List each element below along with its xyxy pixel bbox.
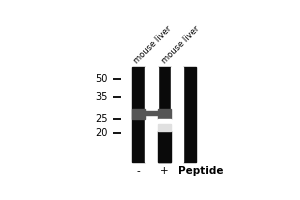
Bar [132,109,145,119]
Text: mouse liver: mouse liver [132,24,174,66]
Text: 20: 20 [95,128,107,138]
Bar [145,111,158,115]
Text: Peptide: Peptide [178,166,224,176]
Text: 25: 25 [95,114,107,124]
Bar [158,119,171,124]
Text: +: + [160,166,169,176]
Text: mouse liver: mouse liver [160,24,202,66]
Bar [132,67,145,162]
Bar [158,109,171,119]
Bar [158,131,171,162]
Bar [145,67,158,162]
Text: 50: 50 [95,74,107,84]
Bar [158,124,171,131]
Bar [158,67,171,162]
Bar [171,67,183,162]
Bar [183,67,196,162]
Text: -: - [137,166,140,176]
Text: 35: 35 [95,92,107,102]
